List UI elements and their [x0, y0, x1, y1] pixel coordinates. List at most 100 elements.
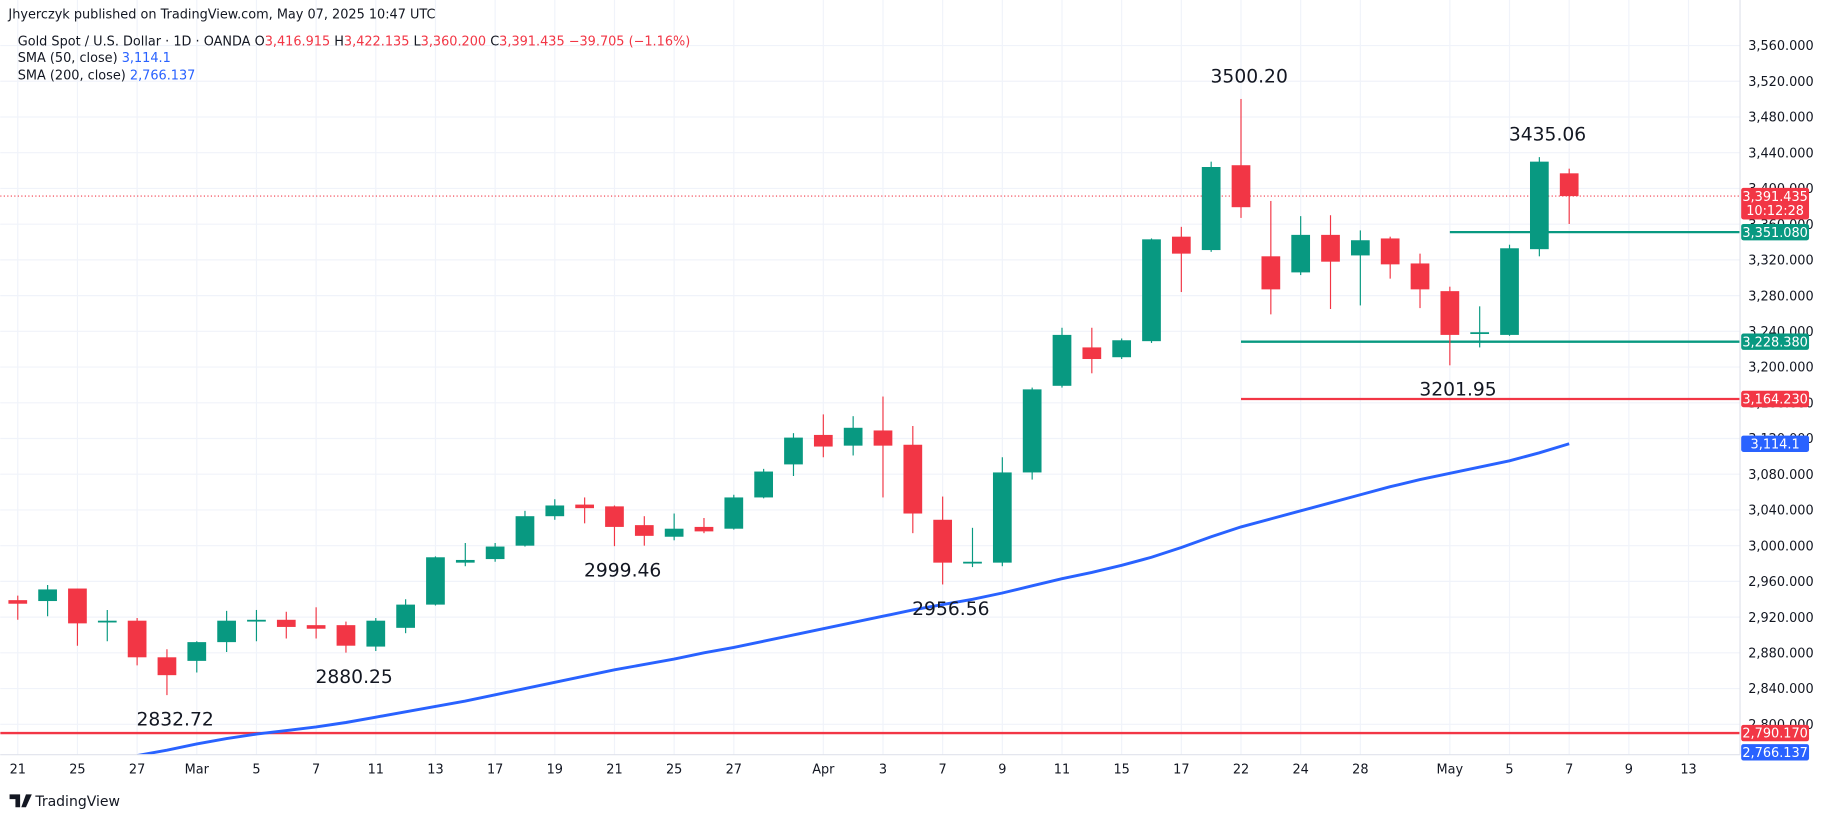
candle-body: [1321, 234, 1340, 262]
candle-body: [1559, 173, 1579, 197]
x-tick-label: 13: [1680, 762, 1696, 777]
candle-body: [187, 642, 207, 661]
ohlc-key: O: [255, 35, 265, 50]
price-tag-label: 2,766.137: [1742, 746, 1807, 761]
candle-body: [545, 505, 565, 517]
x-tick-label: 25: [666, 762, 682, 777]
candle-body: [485, 546, 505, 560]
ohlc-value: 3,422.135: [344, 35, 409, 50]
candle-body: [1410, 263, 1430, 290]
candle-body: [366, 620, 386, 647]
candle-body: [694, 526, 714, 532]
y-tick-label: 2,880.000: [1748, 647, 1813, 662]
ohlc-key: H: [334, 35, 344, 50]
x-tick-label: 5: [252, 762, 260, 777]
candle-body: [724, 497, 744, 529]
logo-icon: [9, 794, 32, 808]
annotation: 2999.46: [584, 561, 661, 582]
candle-body: [575, 504, 594, 509]
annotation: 3500.20: [1211, 67, 1288, 88]
candle-body: [992, 472, 1012, 563]
candle-body: [1470, 332, 1490, 335]
x-tick-label: May: [1437, 762, 1464, 777]
x-tick-label: Apr: [812, 762, 835, 777]
annotation: 2832.72: [136, 709, 213, 730]
x-tick-label: 17: [487, 762, 503, 777]
x-tick-label: 27: [129, 762, 145, 777]
price-tag-label: 3,351.080: [1742, 226, 1807, 241]
candle-body: [664, 528, 684, 537]
candle-body: [247, 619, 266, 622]
ohlc-value: 3,391.435: [499, 35, 564, 50]
y-tick-label: 3,280.000: [1748, 289, 1813, 304]
x-tick-label: 11: [368, 762, 384, 777]
candle-body: [784, 437, 803, 465]
indicator-value: 3,114.1: [122, 51, 171, 66]
candle-body: [306, 625, 326, 629]
ohlc-value: 3,360.200: [421, 35, 486, 50]
x-tick-label: 13: [427, 762, 443, 777]
indicator-name: SMA (200, close): [18, 69, 126, 84]
sma-line: [136, 442, 1570, 755]
indicator-value: 2,766.137: [130, 69, 195, 84]
candle-body: [1052, 334, 1072, 386]
y-tick-label: 2,960.000: [1748, 575, 1813, 590]
annotation: 2956.56: [912, 599, 989, 620]
annotation: 3435.06: [1509, 125, 1586, 146]
x-tick-label: Mar: [185, 762, 210, 777]
x-tick-label: 3: [879, 762, 887, 777]
price-tag-label: 3,164.230: [1742, 393, 1807, 408]
x-tick-label: 19: [547, 762, 563, 777]
candle-body: [276, 619, 296, 627]
plot-area: [0, 98, 1741, 755]
candle-body: [873, 430, 893, 446]
ohlc-value: 3,416.915: [265, 35, 330, 50]
x-tick-label: 24: [1292, 762, 1308, 777]
price-tag-label: 3,391.435: [1742, 190, 1807, 205]
candle-body: [903, 444, 923, 514]
ohlc-key: C: [490, 35, 499, 50]
candle-body: [1529, 161, 1549, 250]
candle-body: [426, 557, 445, 605]
price-tag: [1741, 333, 1810, 350]
candle-body: [336, 625, 356, 646]
symbol-legend: Gold Spot / U.S. Dollar · 1D · OANDA O3,…: [18, 35, 690, 50]
logo: TradingView: [9, 794, 120, 810]
candle-body: [813, 434, 833, 447]
published: Jhyerczyk published on TradingView.com, …: [7, 8, 435, 23]
candle-body: [396, 604, 415, 628]
price-tag: [1741, 724, 1810, 742]
y-tick-label: 3,320.000: [1748, 254, 1813, 269]
x-tick-label: 21: [10, 762, 26, 777]
x-tick-label: 7: [1565, 762, 1573, 777]
x-tick-label: 17: [1173, 762, 1189, 777]
x-tick-label: 7: [939, 762, 947, 777]
indicator-name: SMA (50, close): [18, 51, 118, 66]
annotation: 3201.95: [1419, 380, 1496, 401]
candle-body: [1291, 234, 1311, 273]
candle-body: [217, 620, 236, 643]
price-tag: [1741, 435, 1810, 452]
x-tick-label: 9: [998, 762, 1006, 777]
price-tag: [1741, 187, 1810, 220]
candle-body: [1380, 238, 1400, 265]
candle-body: [634, 525, 654, 536]
change: −39.705 (−1.16%): [569, 35, 691, 50]
y-tick-label: 2,840.000: [1748, 682, 1813, 697]
candle-body: [843, 427, 863, 446]
x-tick-label: 11: [1054, 762, 1070, 777]
indicator-legend: SMA (50, close) 3,114.1: [18, 51, 171, 66]
x-tick-label: 27: [726, 762, 742, 777]
x-tick-label: 15: [1113, 762, 1129, 777]
candle-body: [1022, 389, 1042, 473]
candle-body: [1201, 167, 1221, 251]
candle-body: [963, 561, 982, 564]
candle-body: [1082, 347, 1102, 360]
candle-body: [1231, 165, 1251, 208]
ohlc-key: L: [413, 35, 421, 50]
candle-body: [38, 589, 57, 602]
y-tick-label: 3,200.000: [1748, 361, 1813, 376]
